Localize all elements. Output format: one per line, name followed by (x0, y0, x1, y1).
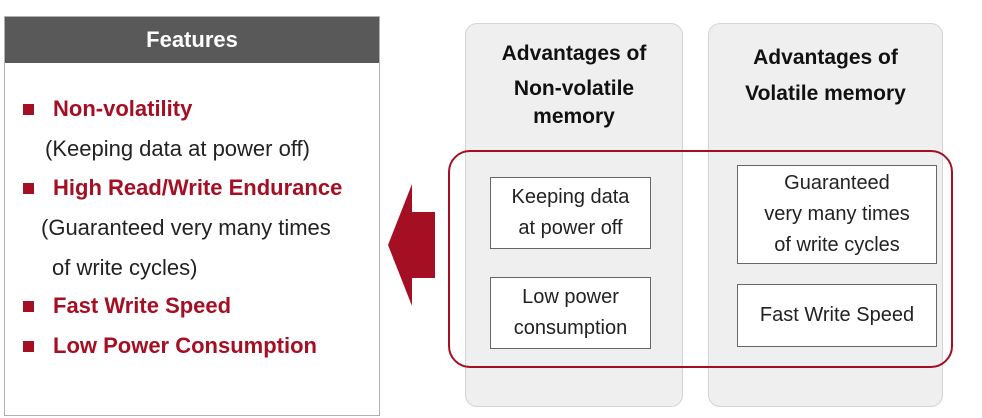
shared-advantages-outline (448, 150, 953, 368)
column-title: Advantages of (501, 42, 647, 65)
box-text: Low power (522, 286, 619, 308)
box-text: Keeping data (511, 186, 630, 208)
feature-endurance: High Read/Write Endurance (53, 175, 343, 200)
bullet-icon (23, 104, 34, 115)
advantage-box: Low power consumption (490, 277, 651, 349)
box-text: Guaranteed (784, 172, 890, 194)
feature-note: (Keeping data at power off) (45, 136, 310, 161)
advantage-box: Fast Write Speed (737, 284, 937, 347)
advantage-box: Guaranteed very many times of write cycles (737, 165, 937, 264)
features-panel: Features Non-volatility (Keeping data at… (4, 16, 380, 416)
features-title: Features (5, 17, 379, 63)
box-text: of write cycles (774, 234, 900, 256)
feature-write-speed: Fast Write Speed (53, 293, 232, 318)
column-title: memory (533, 105, 615, 128)
feature-nonvolatility: Non-volatility (53, 96, 193, 121)
box-text: at power off (518, 217, 623, 239)
box-text: very many times (764, 203, 910, 225)
bullet-icon (23, 341, 34, 352)
bullet-icon (23, 301, 34, 312)
feature-low-power: Low Power Consumption (53, 333, 317, 358)
box-text: consumption (513, 317, 628, 339)
advantage-box: Keeping data at power off (490, 177, 651, 249)
left-arrow-icon (388, 184, 435, 306)
bullet-icon (23, 183, 34, 194)
feature-note: (Guaranteed very many times (41, 215, 331, 240)
feature-note: of write cycles) (52, 255, 198, 280)
column-title: Non-volatile (513, 77, 635, 100)
column-title: Volatile memory (745, 82, 906, 105)
box-text: Fast Write Speed (759, 304, 915, 326)
column-title: Advantages of (753, 46, 898, 69)
